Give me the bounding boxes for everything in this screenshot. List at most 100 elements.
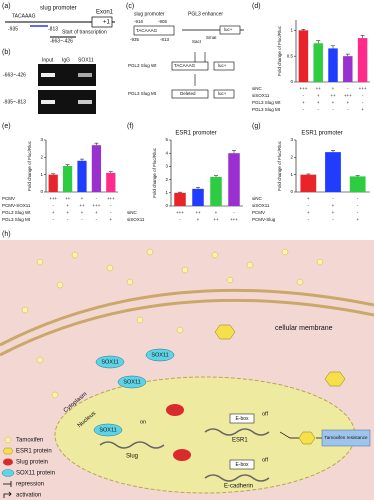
slug-protein bbox=[173, 449, 191, 461]
error-bar bbox=[196, 187, 200, 189]
panel-label: (h) bbox=[2, 231, 11, 238]
condition-label: siSOX11 bbox=[252, 93, 270, 98]
dna bbox=[204, 474, 270, 482]
condition-value: +++ bbox=[344, 93, 352, 98]
y-tick-label: 2 bbox=[165, 177, 168, 182]
membrane bbox=[0, 288, 374, 347]
condition-value: - bbox=[52, 203, 54, 208]
panel-label: (b) bbox=[2, 49, 11, 56]
bar bbox=[228, 153, 240, 206]
condition-value: - bbox=[357, 196, 359, 201]
condition-value: - bbox=[67, 217, 69, 222]
error-bar bbox=[316, 40, 321, 44]
condition-label: siSOX11 bbox=[252, 203, 270, 208]
off-label: off bbox=[262, 457, 268, 463]
exon-label: Exon1 bbox=[96, 10, 114, 16]
error-bar bbox=[331, 45, 335, 49]
y-axis-label: Fold change of Fluc/Rluc bbox=[27, 140, 32, 191]
error-bar bbox=[178, 191, 182, 193]
condition-value: - bbox=[362, 100, 364, 105]
membrane bbox=[0, 298, 374, 357]
condition-value: - bbox=[303, 93, 305, 98]
luc: luc+ bbox=[218, 91, 227, 96]
site: SacI bbox=[192, 39, 201, 44]
promoter: slug promoter bbox=[134, 11, 165, 17]
condition-value: - bbox=[362, 93, 364, 98]
lane-label: IgG bbox=[62, 57, 70, 63]
y-tick-label: 1 bbox=[290, 172, 293, 177]
legend-icon bbox=[3, 481, 12, 487]
lane-label: Input bbox=[42, 57, 54, 63]
motif: TACAAAG bbox=[136, 28, 158, 33]
y-tick-label: 2 bbox=[290, 155, 293, 160]
band bbox=[78, 100, 92, 104]
error-bar bbox=[345, 53, 350, 57]
legend-label: SOX11 protein bbox=[16, 471, 55, 477]
y-axis-label: Fold change of Fluc/Rluc bbox=[277, 25, 282, 76]
condition-label: PGL3 Slug Mt bbox=[2, 217, 31, 222]
dna bbox=[204, 428, 270, 436]
legend-icon bbox=[1, 469, 15, 477]
legend-icon bbox=[2, 447, 14, 455]
membrane-label: cellular membrane bbox=[275, 325, 333, 332]
legend-label: repression bbox=[16, 482, 44, 488]
result-box bbox=[321, 429, 371, 447]
condition-value: + bbox=[109, 217, 112, 222]
band bbox=[41, 73, 55, 77]
error-bar bbox=[108, 171, 113, 173]
legend-label: Tamoxifen bbox=[16, 438, 43, 444]
panel-label: (g) bbox=[252, 123, 261, 130]
luc: luc+ bbox=[218, 63, 227, 68]
error-bar bbox=[232, 150, 236, 154]
condition-value: - bbox=[52, 217, 54, 222]
panel-a: (a) slug promoter Exon1 +1 TACAAAG -935 … bbox=[2, 3, 115, 44]
condition-value: + bbox=[332, 210, 335, 215]
condition-value: - bbox=[81, 217, 83, 222]
condition-value: ++ bbox=[316, 86, 322, 91]
esr1-protein bbox=[298, 431, 316, 445]
bar bbox=[325, 152, 341, 192]
condition-value: - bbox=[357, 203, 359, 208]
error-bar bbox=[94, 142, 99, 146]
condition-value: + bbox=[317, 100, 320, 105]
construct: PGL3 Slug Mt bbox=[128, 91, 157, 96]
condition-value: - bbox=[110, 210, 112, 215]
condition-value: +++ bbox=[299, 86, 307, 91]
chart-title: ESR1 promoter bbox=[175, 131, 216, 137]
condition-value: - bbox=[233, 210, 235, 215]
condition-value: + bbox=[81, 196, 84, 201]
pos: -813 bbox=[48, 26, 58, 32]
condition-value: ++ bbox=[65, 196, 71, 201]
promoter-box bbox=[133, 25, 175, 36]
bar bbox=[357, 38, 368, 82]
condition-value: ++ bbox=[195, 210, 201, 215]
band bbox=[78, 73, 92, 77]
tss-note: Start of transcription bbox=[62, 29, 107, 35]
row-label: -935~-813 bbox=[3, 99, 26, 105]
condition-label: PCMV bbox=[252, 210, 265, 215]
condition-value: ++ bbox=[79, 203, 85, 208]
condition-value: +++ bbox=[176, 210, 184, 215]
exon-box bbox=[91, 16, 113, 28]
condition-label: PCMV-Slug bbox=[252, 217, 276, 222]
condition-label: PGL3 Slug Mt bbox=[252, 107, 281, 112]
condition-label: siNC bbox=[252, 86, 262, 91]
condition-label: PCMV-SOX11 bbox=[2, 203, 31, 208]
error-bar bbox=[360, 35, 365, 39]
condition-value: + bbox=[95, 210, 98, 215]
construct: PGL3 Slug Wt bbox=[128, 63, 157, 68]
sox11-label: SOX11 bbox=[101, 359, 118, 365]
condition-value: - bbox=[303, 107, 305, 112]
tamoxifen-dots bbox=[21, 248, 324, 399]
condition-value: + bbox=[66, 210, 69, 215]
condition-value: - bbox=[347, 86, 349, 91]
condition-value: + bbox=[307, 196, 310, 201]
y-tick-label: 0 bbox=[290, 79, 293, 84]
condition-value: - bbox=[347, 107, 349, 112]
y-tick-label: 0 bbox=[40, 189, 43, 194]
condition-value: +++ bbox=[107, 196, 115, 201]
y-tick-label: 3 bbox=[40, 137, 43, 142]
sox11-proteins bbox=[93, 348, 175, 437]
error-bar bbox=[51, 173, 56, 175]
deleted: Deleted bbox=[180, 91, 196, 96]
